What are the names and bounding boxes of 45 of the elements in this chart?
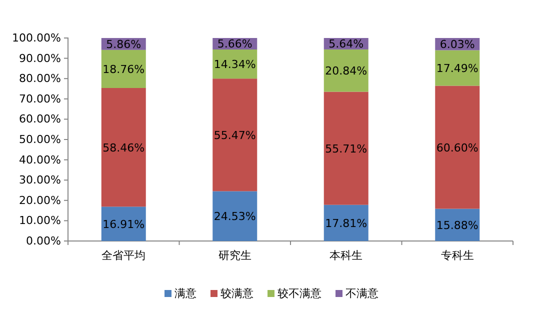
bar [324, 92, 368, 205]
data-label: 17.49% [436, 62, 478, 75]
legend-label: 较满意 [220, 287, 254, 300]
y-tick-label: 40.00% [19, 153, 61, 166]
y-tick-label: 70.00% [19, 92, 61, 106]
data-label: 5.86% [106, 38, 142, 51]
data-label: 55.47% [214, 128, 256, 142]
legend-label: 不满意 [346, 287, 378, 300]
data-label: 20.84% [325, 64, 368, 78]
y-tick-label: 100.00% [12, 32, 61, 45]
y-tick-label: 90.00% [19, 52, 61, 65]
y-tick-label: 60.00% [19, 112, 61, 126]
y-tick-label: 50.00% [19, 133, 61, 146]
data-label: 5.66% [217, 38, 252, 51]
data-label: 15.88% [436, 218, 478, 232]
bar [212, 78, 258, 192]
x-tick-label: 研究生 [218, 248, 252, 262]
bar [324, 204, 368, 241]
y-tick-label: 30.00% [19, 174, 61, 187]
bar [435, 50, 480, 86]
legend-label: 较不满意 [278, 287, 322, 300]
legend-label: 满意 [174, 287, 196, 300]
data-label: 14.34% [214, 58, 256, 72]
data-label: 58.46% [102, 141, 145, 154]
data-label: 17.81% [325, 216, 368, 230]
y-tick-label: 0.00% [26, 234, 61, 248]
x-tick-label: 本科生 [330, 248, 363, 262]
data-label: 60.60% [436, 141, 478, 154]
bar [101, 50, 146, 88]
data-label: 55.71% [325, 142, 368, 156]
x-tick-label: 全省平均 [102, 248, 146, 262]
bar [435, 86, 480, 209]
y-tick-label: 20.00% [19, 194, 61, 207]
data-label: 6.03% [440, 38, 475, 52]
data-label: 24.53% [214, 210, 256, 224]
x-tick-label: 专科生 [440, 248, 474, 262]
data-label: 16.91% [102, 218, 145, 231]
data-label: 18.76% [102, 62, 145, 76]
bar [101, 206, 146, 241]
bar [101, 88, 146, 207]
y-tick-label: 80.00% [19, 72, 61, 86]
data-label: 5.64% [328, 38, 364, 51]
bar [212, 191, 258, 241]
bar [324, 49, 368, 92]
y-tick-label: 10.00% [19, 214, 61, 228]
